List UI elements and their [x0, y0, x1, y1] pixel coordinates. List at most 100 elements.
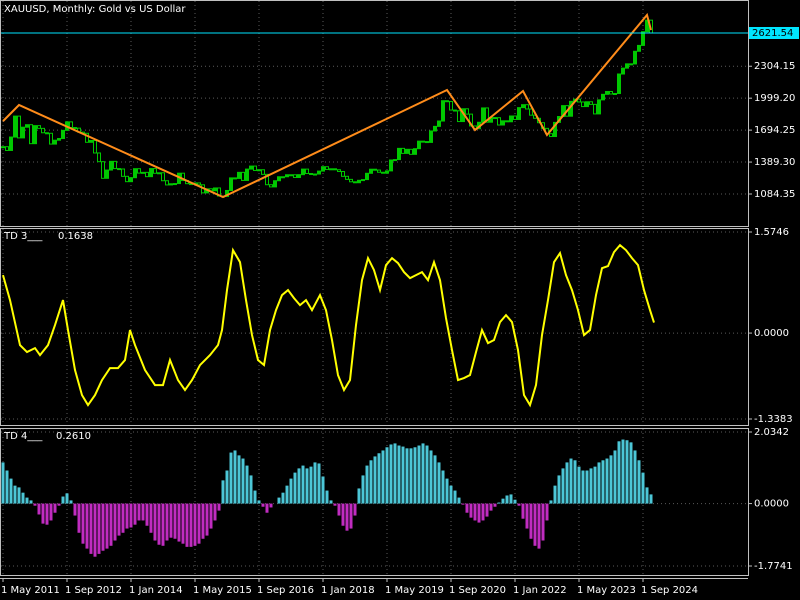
candle: [317, 170, 321, 175]
histogram-bar: [401, 446, 405, 504]
candle: [445, 100, 449, 103]
candle: [61, 129, 65, 140]
histogram-bar: [77, 503, 81, 533]
candle: [601, 93, 605, 101]
histogram-bar: [45, 503, 49, 525]
histogram-bar: [645, 487, 649, 504]
indicator-value: 0.2610: [56, 431, 91, 442]
candle: [493, 117, 497, 120]
histogram-bar: [165, 503, 169, 541]
candle: [161, 172, 165, 182]
histogram-bar: [461, 503, 465, 505]
histogram-bar: [65, 493, 69, 504]
histogram-bar: [517, 503, 521, 506]
histogram-bar: [17, 487, 21, 504]
histogram-bar: [449, 485, 453, 504]
candle: [365, 172, 369, 181]
candle: [285, 174, 289, 178]
candle: [229, 177, 233, 191]
candle: [429, 130, 433, 143]
candle: [153, 168, 157, 174]
histogram-bar: [241, 458, 245, 504]
histogram-bar: [529, 503, 533, 539]
candle: [93, 140, 97, 154]
histogram-bar: [129, 503, 133, 528]
candle: [265, 173, 269, 186]
histogram-bar: [5, 470, 9, 504]
histogram-bar: [213, 503, 217, 521]
candle: [553, 121, 557, 138]
x-tick-label: 1 Jan 2018: [321, 585, 375, 596]
candle: [289, 174, 293, 177]
histogram-bar: [269, 503, 273, 508]
candle: [89, 140, 93, 143]
histogram-bar: [413, 447, 417, 504]
candle: [157, 172, 161, 175]
histogram-bar: [245, 465, 249, 504]
current-price-label: 2621.54: [752, 28, 793, 39]
candle: [13, 115, 17, 138]
td3-pane-frame: [0, 228, 749, 426]
candle: [517, 107, 521, 120]
candle: [277, 176, 281, 182]
candle: [21, 126, 25, 139]
histogram-bar: [13, 485, 17, 504]
histogram-bar: [69, 500, 73, 504]
candle: [621, 67, 625, 75]
histogram-bar: [89, 503, 93, 554]
histogram-bar: [37, 503, 41, 515]
candle: [481, 107, 485, 123]
histogram-bar: [305, 468, 309, 504]
histogram-bar: [101, 503, 105, 551]
histogram-bar: [405, 448, 409, 504]
candle: [137, 168, 141, 174]
candle: [549, 133, 553, 138]
candle: [249, 165, 253, 170]
histogram-bar: [397, 445, 401, 504]
y-tick-label: 1999.20: [754, 93, 795, 104]
histogram-bar: [417, 445, 421, 504]
histogram-bar: [125, 503, 129, 529]
chart-title: XAUUSD, Monthly: Gold vs US Dollar: [4, 4, 186, 15]
histogram-bar: [385, 447, 389, 504]
histogram-bar: [325, 490, 329, 504]
candle: [333, 168, 337, 171]
histogram-bar: [601, 460, 605, 504]
histogram-bar: [93, 503, 97, 557]
candle: [605, 90, 609, 95]
candle: [449, 100, 453, 111]
candle: [281, 176, 285, 179]
histogram-bar: [489, 503, 493, 511]
candle: [505, 120, 509, 123]
candle: [73, 127, 77, 130]
y-tick-label: 2.0342: [754, 427, 789, 438]
candle: [433, 125, 437, 132]
candle: [37, 125, 41, 129]
candle: [501, 120, 505, 126]
histogram-bar: [505, 495, 509, 504]
histogram-bar: [53, 503, 57, 513]
candle: [509, 115, 513, 123]
histogram-bar: [265, 503, 269, 513]
x-tick-label: 1 Jan 2014: [129, 585, 183, 596]
candle: [341, 171, 345, 177]
histogram-bar: [365, 465, 369, 504]
histogram-bar: [465, 503, 469, 513]
candle: [581, 101, 585, 108]
candle: [465, 108, 469, 115]
histogram-bar: [485, 503, 489, 517]
histogram-bar: [313, 462, 317, 504]
histogram-bar: [317, 463, 321, 504]
candle: [337, 169, 341, 173]
histogram-bar: [533, 503, 537, 546]
histogram-bar: [457, 497, 461, 504]
histogram-bar: [229, 452, 233, 504]
candle: [589, 101, 593, 105]
histogram-bar: [209, 503, 213, 529]
histogram-bar: [173, 503, 177, 539]
candle: [437, 120, 441, 127]
y-tick-label: 0.0000: [754, 499, 789, 510]
candle: [421, 140, 425, 143]
histogram-bar: [353, 503, 357, 516]
histogram-bar: [377, 453, 381, 504]
